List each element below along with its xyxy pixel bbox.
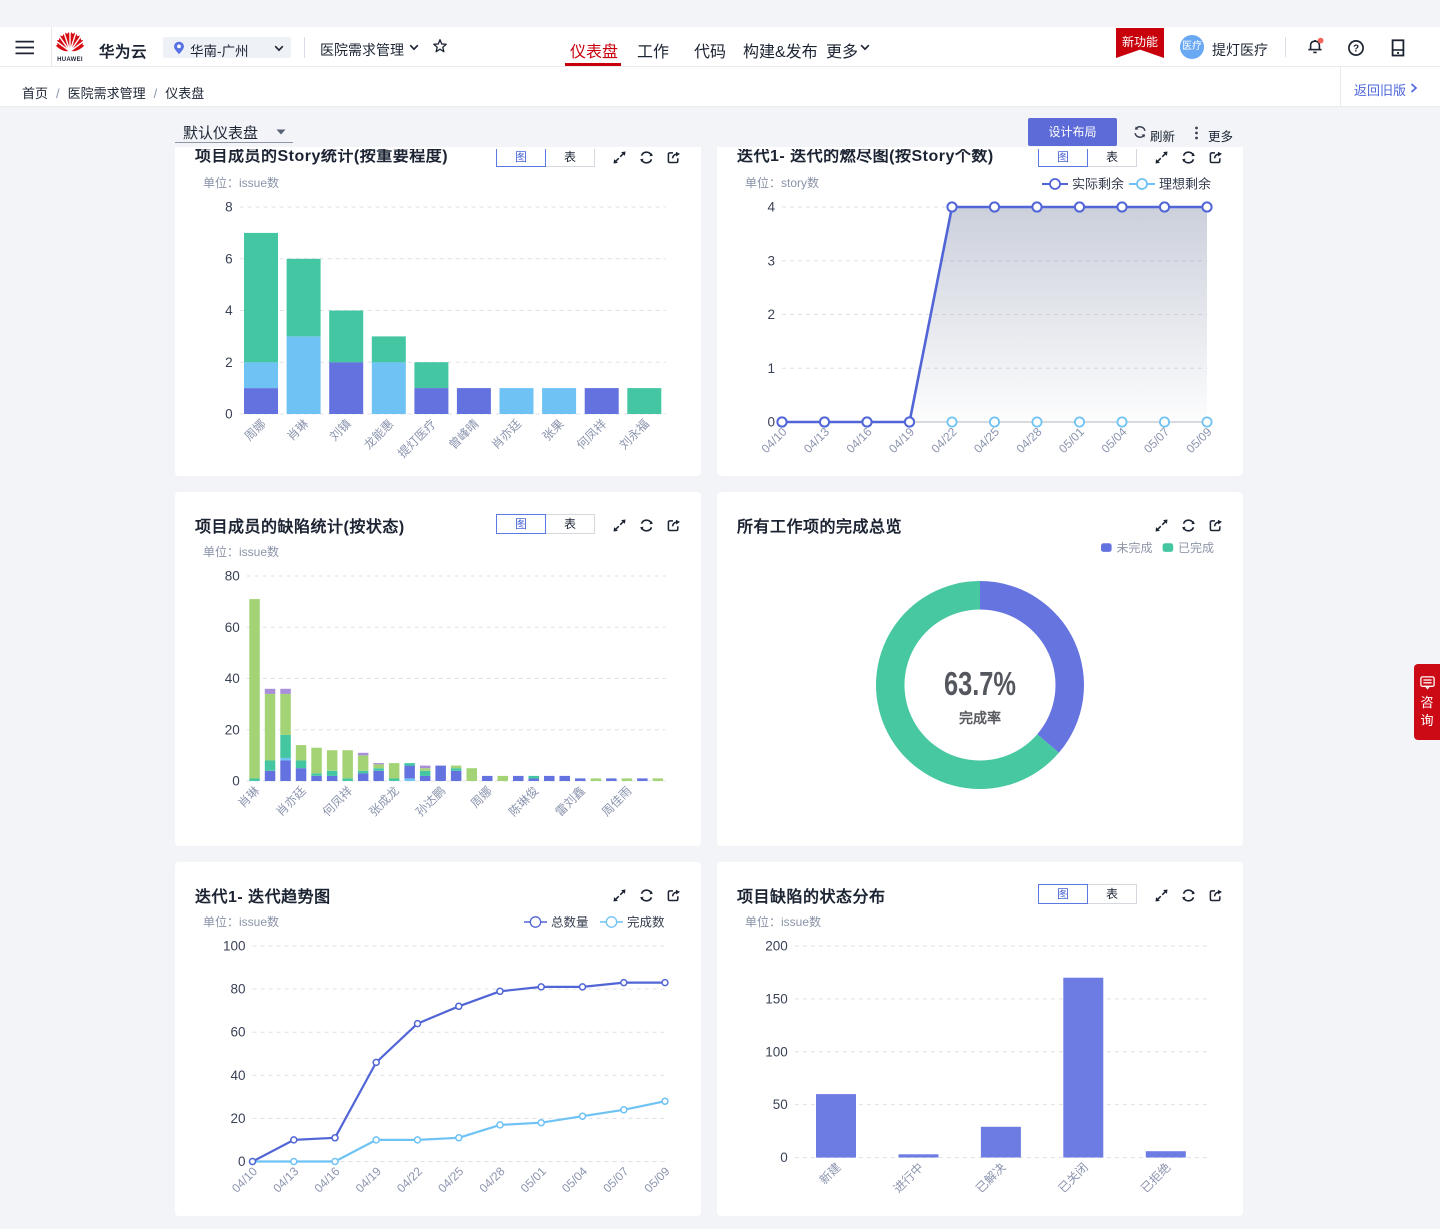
svg-text:龙能惠: 龙能惠: [361, 416, 396, 451]
svg-text:0: 0: [238, 1154, 246, 1169]
svg-text:05/07: 05/07: [1141, 424, 1172, 455]
svg-text:04/25: 04/25: [971, 424, 1002, 455]
svg-text:04/16: 04/16: [843, 424, 874, 455]
svg-text:提灯医疗: 提灯医疗: [394, 416, 439, 461]
svg-text:20: 20: [225, 722, 240, 737]
svg-text:理想剩余: 理想剩余: [1159, 176, 1211, 191]
svg-text:肖亦廷: 肖亦廷: [488, 416, 524, 452]
svg-text:60: 60: [230, 1025, 245, 1040]
svg-text:实际剩余: 实际剩余: [1072, 176, 1124, 191]
svg-text:04/10: 04/10: [229, 1164, 260, 1195]
svg-text:50: 50: [773, 1097, 788, 1112]
svg-text:单位：issue数: 单位：issue数: [203, 914, 279, 929]
svg-text:0: 0: [767, 414, 775, 429]
svg-text:已解决: 已解决: [973, 1160, 1008, 1195]
svg-text:刘永福: 刘永福: [616, 416, 652, 452]
svg-text:何凤祥: 何凤祥: [574, 416, 609, 451]
svg-text:周娜: 周娜: [242, 416, 269, 443]
svg-text:05/01: 05/01: [1056, 424, 1087, 455]
svg-text:1: 1: [767, 360, 775, 375]
svg-text:已完成: 已完成: [1178, 540, 1214, 555]
svg-text:05/09: 05/09: [1183, 424, 1214, 455]
svg-text:4: 4: [767, 199, 775, 214]
svg-text:0: 0: [225, 406, 233, 421]
svg-text:150: 150: [765, 991, 788, 1006]
svg-text:2: 2: [767, 307, 775, 322]
svg-text:05/07: 05/07: [600, 1164, 631, 1195]
svg-text:04/13: 04/13: [270, 1164, 301, 1195]
svg-text:单位：issue数: 单位：issue数: [203, 544, 279, 559]
svg-text:200: 200: [765, 939, 788, 954]
svg-text:8: 8: [225, 199, 233, 214]
svg-text:04/28: 04/28: [1013, 424, 1044, 455]
svg-text:单位：story数: 单位：story数: [745, 175, 819, 190]
svg-text:完成数: 完成数: [627, 915, 665, 930]
svg-text:63.7%: 63.7%: [944, 665, 1016, 702]
svg-text:40: 40: [225, 671, 240, 686]
svg-text:40: 40: [230, 1068, 245, 1083]
svg-text:04/16: 04/16: [311, 1164, 342, 1195]
svg-text:何凤祥: 何凤祥: [320, 784, 355, 819]
svg-text:04/19: 04/19: [353, 1164, 384, 1195]
svg-text:HUAWEI: HUAWEI: [57, 57, 83, 62]
svg-text:单位：issue数: 单位：issue数: [203, 175, 279, 190]
svg-text:05/04: 05/04: [1098, 424, 1129, 455]
svg-text:周佳雨: 周佳雨: [599, 784, 634, 819]
svg-text:肖琳: 肖琳: [284, 416, 311, 443]
svg-text:04/22: 04/22: [394, 1164, 425, 1195]
svg-text:2: 2: [225, 354, 233, 369]
svg-text:80: 80: [225, 569, 240, 584]
svg-text:0: 0: [232, 774, 240, 789]
svg-text:04/13: 04/13: [801, 424, 832, 455]
svg-text:0: 0: [780, 1150, 788, 1165]
svg-text:04/10: 04/10: [758, 424, 789, 455]
svg-text:05/09: 05/09: [641, 1164, 672, 1195]
svg-text:100: 100: [223, 939, 246, 954]
svg-text:已拒绝: 已拒绝: [1137, 1160, 1173, 1196]
svg-text:肖亦廷: 肖亦廷: [273, 783, 309, 819]
svg-text:未完成: 未完成: [1117, 540, 1153, 555]
svg-text:雷刘鑫: 雷刘鑫: [552, 783, 588, 819]
svg-text:04/25: 04/25: [435, 1164, 466, 1195]
svg-text:4: 4: [225, 303, 233, 318]
svg-text:20: 20: [230, 1111, 245, 1126]
svg-text:张果: 张果: [540, 416, 567, 443]
svg-text:单位：issue数: 单位：issue数: [745, 914, 821, 929]
svg-text:60: 60: [225, 620, 240, 635]
svg-text:?: ?: [1353, 44, 1359, 55]
svg-text:100: 100: [765, 1044, 788, 1059]
svg-text:刘镇: 刘镇: [327, 416, 354, 443]
svg-text:80: 80: [230, 982, 245, 997]
svg-text:05/04: 05/04: [559, 1164, 590, 1195]
svg-text:3: 3: [767, 253, 775, 268]
svg-text:张成龙: 张成龙: [366, 784, 401, 819]
svg-text:04/22: 04/22: [928, 424, 959, 455]
svg-text:孙达鹏: 孙达鹏: [413, 784, 448, 819]
svg-text:已关闭: 已关闭: [1056, 1160, 1091, 1195]
svg-text:新建: 新建: [816, 1160, 844, 1188]
svg-text:进行中: 进行中: [890, 1160, 926, 1196]
svg-text:曾峰晴: 曾峰晴: [446, 416, 481, 451]
svg-text:周娜: 周娜: [468, 784, 495, 811]
svg-text:05/01: 05/01: [518, 1164, 549, 1195]
svg-text:陈琳俊: 陈琳俊: [505, 783, 541, 819]
svg-text:完成率: 完成率: [959, 710, 1001, 726]
svg-text:6: 6: [225, 251, 233, 266]
svg-text:总数量: 总数量: [551, 915, 589, 930]
svg-text:04/19: 04/19: [886, 424, 917, 455]
svg-text:04/28: 04/28: [476, 1164, 507, 1195]
